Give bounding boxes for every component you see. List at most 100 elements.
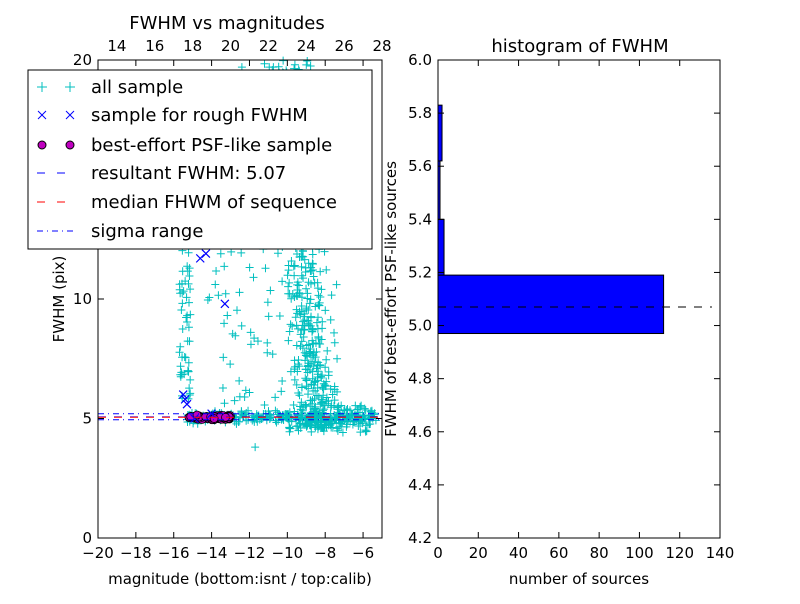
scatter-point-all-sample xyxy=(297,383,306,392)
scatter-point-all-sample xyxy=(306,344,315,353)
scatter-point-all-sample xyxy=(318,371,327,380)
scatter-point-all-sample xyxy=(292,341,301,350)
scatter-point-all-sample xyxy=(186,310,195,319)
scatter-point-all-sample xyxy=(306,62,315,71)
scatter-point-all-sample xyxy=(184,367,193,376)
scatter-point-all-sample xyxy=(301,263,310,272)
scatter-point-all-sample xyxy=(293,278,302,287)
scatter-point-all-sample xyxy=(346,414,355,423)
histogram-y-tick-label: 4.8 xyxy=(408,370,432,388)
scatter-point-all-sample xyxy=(333,354,342,363)
scatter-point-all-sample xyxy=(177,305,186,314)
scatter-point-all-sample xyxy=(342,406,351,415)
scatter-point-all-sample xyxy=(354,421,363,430)
scatter-point-all-sample xyxy=(291,313,300,322)
scatter-point-all-sample xyxy=(186,389,195,398)
scatter-point-all-sample xyxy=(292,422,301,431)
scatter-point-all-sample xyxy=(185,298,194,307)
scatter-point-all-sample xyxy=(264,312,273,321)
scatter-point-all-sample xyxy=(265,415,274,424)
scatter-point-all-sample xyxy=(260,400,269,409)
scatter-point-all-sample xyxy=(214,291,223,300)
scatter-legend: all sample sample for rough FWHM best-ef… xyxy=(27,69,373,250)
scatter-point-all-sample xyxy=(263,298,272,307)
scatter-point-all-sample xyxy=(308,250,317,259)
scatter-point-all-sample xyxy=(185,390,194,399)
scatter-point-all-sample xyxy=(302,422,311,431)
scatter-point-all-sample xyxy=(297,262,306,271)
scatter-point-all-sample xyxy=(182,313,191,322)
scatter-point-all-sample xyxy=(300,348,309,357)
scatter-point-all-sample xyxy=(285,423,294,432)
scatter-point-all-sample xyxy=(175,280,184,289)
scatter-point-all-sample xyxy=(237,248,246,257)
scatter-point-all-sample xyxy=(313,384,322,393)
scatter-point-all-sample xyxy=(220,262,229,271)
scatter-point-all-sample xyxy=(299,317,308,326)
scatter-y-label: FWHM (pix) xyxy=(50,256,68,343)
scatter-x-tick-label: −6 xyxy=(352,544,374,562)
scatter-point-all-sample xyxy=(303,294,312,303)
legend-x-marker xyxy=(37,110,75,120)
histogram-x-tick-label: 120 xyxy=(665,544,694,562)
histogram-y-tick-label: 5.6 xyxy=(408,157,432,175)
scatter-point-all-sample xyxy=(321,363,330,372)
scatter-point-all-sample xyxy=(176,342,185,351)
scatter-point-all-sample xyxy=(297,271,306,280)
histogram-x-tick-label: 0 xyxy=(433,544,443,562)
scatter-point-all-sample xyxy=(290,356,299,365)
scatter-point-all-sample xyxy=(304,340,313,349)
scatter-point-all-sample xyxy=(292,380,301,389)
scatter-point-all-sample xyxy=(300,325,309,334)
histogram-y-label: FWHM of best-effort PSF-like sources xyxy=(382,161,400,437)
legend-label-resultant-fwhm: resultant FWHM: 5.07 xyxy=(91,163,286,184)
scatter-point-all-sample xyxy=(245,263,254,272)
scatter-top-ticks: 14 16 18 20 22 24 26 28 xyxy=(107,37,391,55)
scatter-point-all-sample xyxy=(184,279,193,288)
scatter-point-all-sample xyxy=(316,372,325,381)
legend-label-psf-sample: best-effort PSF-like sample xyxy=(91,135,332,156)
legend-entry-rough-sample: sample for rough FWHM xyxy=(37,105,308,126)
scatter-point-all-sample xyxy=(219,353,228,362)
scatter-point-all-sample xyxy=(309,272,318,281)
scatter-point-all-sample xyxy=(304,384,313,393)
scatter-point-all-sample xyxy=(314,291,323,300)
histogram-y-ticks: 4.2 4.4 4.6 4.8 5.0 5.2 5.4 5.6 5.8 6.0 xyxy=(408,51,720,547)
scatter-point-all-sample xyxy=(322,265,331,274)
scatter-point-all-sample xyxy=(263,338,272,347)
scatter-point-all-sample xyxy=(289,262,298,271)
scatter-point-all-sample xyxy=(245,388,254,397)
legend-box xyxy=(27,69,373,250)
scatter-point-all-sample xyxy=(186,285,195,294)
scatter-point-all-sample xyxy=(307,357,316,366)
scatter-point-all-sample xyxy=(183,311,192,320)
histogram-bars xyxy=(437,104,665,335)
scatter-point-all-sample xyxy=(361,426,370,435)
histogram-y-tick-label: 4.2 xyxy=(408,529,432,547)
scatter-point-all-sample xyxy=(211,280,220,289)
scatter-point-all-sample xyxy=(333,403,342,412)
scatter-point-rough-sample xyxy=(220,299,230,309)
scatter-point-all-sample xyxy=(223,311,232,320)
scatter-top-tick-label: 24 xyxy=(297,37,316,55)
scatter-point-all-sample xyxy=(298,406,307,415)
scatter-point-all-sample xyxy=(296,342,305,351)
histogram-y-tick-label: 4.4 xyxy=(408,476,432,494)
scatter-point-all-sample xyxy=(184,323,193,332)
scatter-point-all-sample xyxy=(328,390,337,399)
scatter-point-all-sample xyxy=(292,305,301,314)
scatter-point-all-sample xyxy=(241,386,250,395)
scatter-point-all-sample xyxy=(330,338,339,347)
scatter-point-all-sample xyxy=(186,375,195,384)
scatter-point-all-sample xyxy=(354,416,363,425)
histogram-title: histogram of FWHM xyxy=(491,36,668,57)
scatter-point-all-sample xyxy=(294,281,303,290)
scatter-point-all-sample xyxy=(278,277,287,286)
scatter-point-all-sample xyxy=(249,273,258,282)
scatter-point-all-sample xyxy=(302,60,311,69)
scatter-point-all-sample xyxy=(279,56,288,65)
scatter-point-all-sample xyxy=(319,427,328,436)
scatter-point-all-sample xyxy=(297,337,306,346)
scatter-point-all-sample xyxy=(180,353,189,362)
